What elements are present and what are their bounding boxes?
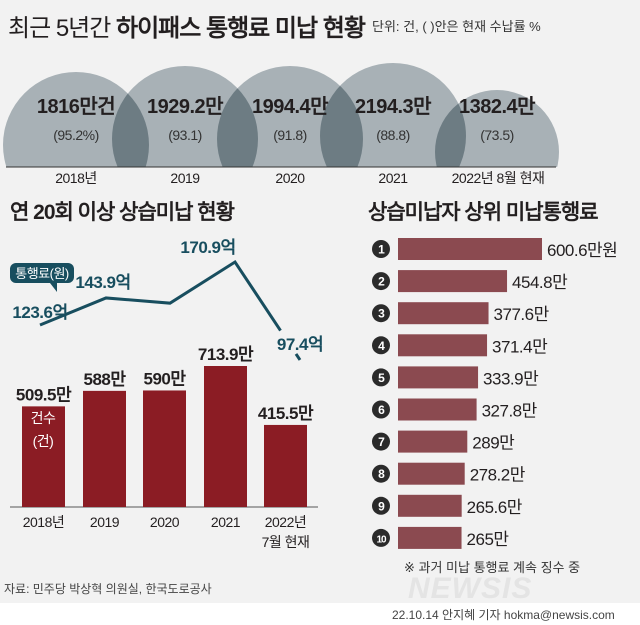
dome-year-label: 2022년 8월 현재 <box>452 170 545 186</box>
fee-label: 97.4억 <box>277 335 323 354</box>
top-bar-label: 327.8만 <box>482 402 538 421</box>
count-year-label: 2020 <box>150 514 180 530</box>
bar-series-label: (건) <box>33 433 54 449</box>
count-bar <box>204 366 247 507</box>
count-bar <box>264 425 307 507</box>
top-bar <box>398 238 542 260</box>
dome-year-label: 2019 <box>170 170 200 186</box>
count-year-label: 2022년 <box>265 514 307 530</box>
top-bar <box>398 399 477 421</box>
top-bar-label: 278.2만 <box>470 466 526 485</box>
top-bar <box>398 302 489 324</box>
dome-count-label: 2194.3만 <box>355 95 432 118</box>
count-year-label: 2019 <box>90 514 120 530</box>
top-bar <box>398 431 467 453</box>
dome-count-label: 1382.4만 <box>459 95 536 118</box>
top-bar <box>398 495 462 517</box>
count-bar <box>143 390 186 507</box>
top-bar-label: 265.6만 <box>467 498 523 517</box>
count-bar-label: 415.5만 <box>258 404 314 423</box>
count-bar-label: 590만 <box>143 369 186 388</box>
count-year-label: 2021 <box>211 514 241 530</box>
fee-legend-pointer <box>50 283 57 292</box>
section-title-habitual: 연 20회 이상 상습미납 현황 <box>10 196 234 226</box>
top-bar-label: 371.4만 <box>492 337 548 356</box>
dome-rate-label: (91.8) <box>273 127 307 143</box>
fee-label: 143.9억 <box>75 273 130 292</box>
fee-legend-label: 통행료(원) <box>15 266 69 281</box>
fee-label: 170.9억 <box>180 238 235 257</box>
dome-year-label: 2018년 <box>55 170 97 186</box>
top-bar-label: 289만 <box>472 434 515 453</box>
count-bar-label: 713.9만 <box>198 345 254 364</box>
count-bar-label: 588만 <box>83 370 126 389</box>
dome-count-label: 1816만건 <box>37 95 115 118</box>
top-bar-label: 377.6만 <box>494 305 550 324</box>
dome-rate-label: (73.5) <box>480 127 514 143</box>
top-bar <box>398 270 507 292</box>
count-bar <box>83 391 126 507</box>
fee-label: 123.6억 <box>12 303 67 322</box>
count-year-label: 2018년 <box>23 514 65 530</box>
top-bar <box>398 334 487 356</box>
source: 자료: 민주당 박상혁 의원실, 한국도로공사 <box>4 580 212 597</box>
dome-count-label: 1929.2만 <box>147 95 224 118</box>
dome-rate-label: (88.8) <box>376 127 410 143</box>
top-bar <box>398 463 465 485</box>
top-bar-label: 333.9만 <box>483 369 539 388</box>
dome-count-label: 1994.4만 <box>252 95 329 118</box>
dome-year-label: 2020 <box>275 170 305 186</box>
top-bar-label: 454.8만 <box>512 273 568 292</box>
credit: 22.10.14 안지혜 기자 hokma@newsis.com <box>392 606 615 623</box>
fee-line-end <box>296 354 300 360</box>
section-title-top: 상습미납자 상위 미납통행료 <box>368 196 598 226</box>
dome-rate-label: (93.1) <box>168 127 202 143</box>
top-bar <box>398 366 478 388</box>
top-bar <box>398 527 462 549</box>
dome-rate-label: (95.2%) <box>53 127 99 143</box>
rank-number: 10 <box>376 534 387 545</box>
top-bar-label: 600.6만원 <box>547 241 617 260</box>
top-bar-label: 265만 <box>467 530 510 549</box>
count-year-label: 7월 현재 <box>262 534 310 550</box>
count-bar-label: 509.5만 <box>16 385 72 404</box>
dome-year-label: 2021 <box>378 170 408 186</box>
bar-series-label: 건수 <box>31 410 56 426</box>
newsis-logo: NEWSIS <box>408 572 532 606</box>
